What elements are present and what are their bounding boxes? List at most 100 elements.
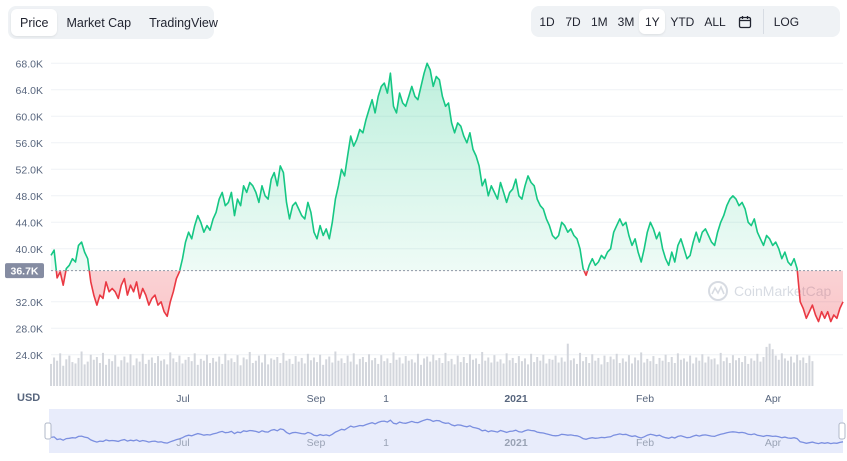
volume-bar xyxy=(744,356,747,386)
log-scale-toggle[interactable]: LOG xyxy=(762,9,804,34)
volume-bar xyxy=(202,360,205,386)
volume-bar xyxy=(398,357,401,386)
navigator-window[interactable] xyxy=(49,409,843,453)
volume-bar xyxy=(805,363,808,386)
volume-bar xyxy=(108,358,111,386)
volume-bar xyxy=(747,363,750,386)
volume-bar xyxy=(53,357,56,386)
volume-bar xyxy=(236,355,239,386)
volume-bar xyxy=(475,358,478,386)
volume-bar xyxy=(407,360,410,386)
volume-bar xyxy=(413,362,416,386)
volume-bar xyxy=(270,358,273,386)
volume-bar xyxy=(624,361,627,386)
volume-bar xyxy=(71,362,74,386)
navigator-tick-label: Feb xyxy=(636,437,654,449)
volume-bar xyxy=(478,363,481,386)
calendar-icon xyxy=(738,15,751,28)
volume-bar xyxy=(741,362,744,386)
volume-bar xyxy=(774,355,777,386)
navigator[interactable]: Jul Sep 1 2021 Feb Apr xyxy=(44,409,846,453)
navigator-right-handle[interactable] xyxy=(838,422,846,440)
time-range-selector: 1D 7D 1M 3M 1Y YTD ALL LOG xyxy=(531,6,840,37)
volume-bar xyxy=(527,364,530,386)
volume-bar xyxy=(328,356,331,386)
volume-bar xyxy=(276,357,279,386)
volume-bar xyxy=(83,364,86,386)
volume-bar xyxy=(631,363,634,386)
volume-bar xyxy=(606,362,609,386)
volume-bar xyxy=(297,361,300,386)
volume-bar xyxy=(426,356,429,386)
volume-bar xyxy=(166,364,169,386)
range-1d-button[interactable]: 1D xyxy=(539,14,555,29)
volume-bar xyxy=(221,363,224,386)
volume-bar xyxy=(658,357,661,386)
volume-bar xyxy=(698,360,701,386)
volume-bar xyxy=(646,358,649,386)
volume-bar xyxy=(554,355,557,386)
range-3m-button[interactable]: 3M xyxy=(617,14,635,29)
volume-bar xyxy=(731,355,734,386)
volume-bar xyxy=(420,364,423,386)
range-7d-button[interactable]: 7D xyxy=(565,14,581,29)
volume-bar xyxy=(545,363,548,386)
volume-bar xyxy=(582,361,585,386)
volume-bar xyxy=(637,360,640,386)
volume-bar xyxy=(579,352,582,386)
date-picker-button[interactable] xyxy=(731,9,759,34)
volume-bar xyxy=(380,355,383,386)
x-tick-label: Sep xyxy=(307,393,326,405)
volume-bar xyxy=(416,353,419,386)
volume-bar xyxy=(588,363,591,386)
volume-bar xyxy=(600,364,603,386)
volume-bar xyxy=(655,363,658,386)
volume-bar xyxy=(267,364,270,386)
tab-tradingview[interactable]: TradingView xyxy=(149,15,218,30)
price-area-down xyxy=(56,270,843,322)
volume-bar xyxy=(245,359,248,386)
volume-bar xyxy=(603,355,606,386)
volume-bar xyxy=(89,354,92,386)
volume-bar xyxy=(337,360,340,386)
volume-bar xyxy=(799,360,802,386)
volume-bar xyxy=(193,353,196,386)
tab-market-cap[interactable]: Market Cap xyxy=(66,15,132,30)
range-all-button[interactable]: ALL xyxy=(704,14,726,29)
navigator-tick-label: Jul xyxy=(176,437,189,449)
volume-bar xyxy=(147,359,150,386)
volume-bar xyxy=(86,361,89,386)
volume-bar xyxy=(756,353,759,386)
navigator-left-handle[interactable] xyxy=(44,422,52,440)
volume-bar xyxy=(377,363,380,386)
volume-bar xyxy=(569,360,572,386)
volume-bar xyxy=(383,361,386,386)
x-tick-label: Apr xyxy=(765,393,782,405)
range-1m-button[interactable]: 1M xyxy=(591,14,608,29)
volume-bar xyxy=(205,354,208,386)
volume-bar xyxy=(395,359,398,386)
volume-bar xyxy=(487,357,490,386)
range-1y-button[interactable]: 1Y xyxy=(639,9,666,34)
volume-bar xyxy=(227,360,230,386)
volume-bar xyxy=(331,362,334,386)
volume-bar xyxy=(114,355,117,386)
volume-bar xyxy=(120,360,123,386)
volume-bar xyxy=(695,357,698,386)
tab-price[interactable]: Price xyxy=(11,9,58,36)
grid-lines xyxy=(51,62,843,356)
volume-bar xyxy=(291,363,294,386)
volume-bar xyxy=(505,353,508,386)
volume-bar xyxy=(750,358,753,386)
range-ytd-button[interactable]: YTD xyxy=(670,14,695,29)
volume-bar xyxy=(254,360,257,386)
volume-bar xyxy=(563,361,566,386)
volume-bar xyxy=(273,359,276,386)
volume-bar xyxy=(514,363,517,386)
volume-bar xyxy=(557,362,560,386)
chart-type-tabs: Price Market Cap TradingView xyxy=(8,6,218,39)
volume-bar xyxy=(401,363,404,386)
volume-bar xyxy=(707,356,710,386)
volume-bar xyxy=(728,363,731,386)
